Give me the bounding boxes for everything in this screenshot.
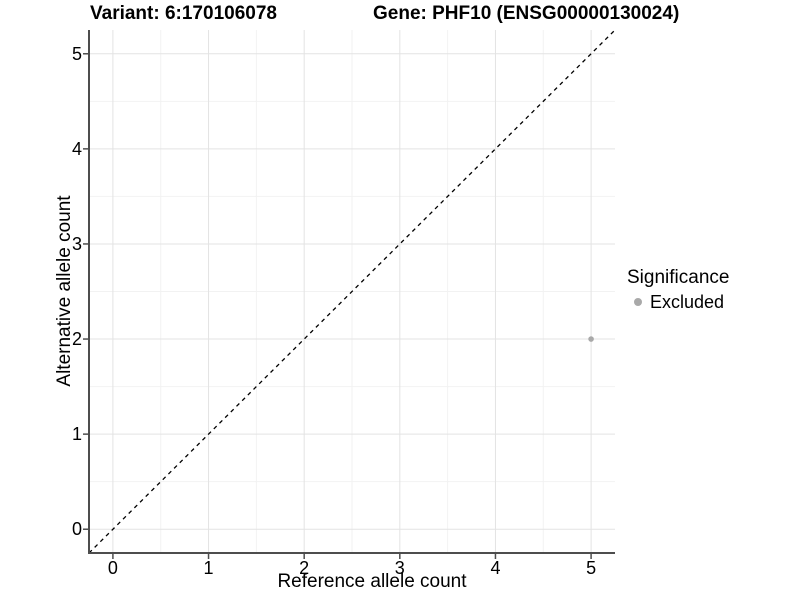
identity-dashed-line <box>88 29 616 554</box>
y-axis-title: Alternative allele count <box>54 195 75 387</box>
y-tick-label: 2 <box>71 329 82 350</box>
data-point <box>588 336 594 342</box>
x-tick-label: 2 <box>299 558 310 578</box>
x-tick-label: 3 <box>394 558 405 578</box>
legend: Significance Excluded <box>627 266 729 313</box>
y-tick-label: 0 <box>71 519 82 540</box>
x-axis-title: Reference allele count <box>277 571 467 592</box>
plot-title-gene: Gene: PHF10 (ENSG00000130024) <box>373 3 680 24</box>
y-tick-label: 1 <box>71 424 82 445</box>
legend-item-excluded: Excluded <box>627 291 729 313</box>
legend-item-label: Excluded <box>650 292 725 312</box>
x-tick-label: 5 <box>586 558 597 578</box>
x-tick-label: 0 <box>107 558 118 578</box>
x-tick-label: 1 <box>203 558 214 578</box>
y-tick-label: 4 <box>71 138 82 159</box>
legend-title: Significance <box>627 267 730 288</box>
y-tick-label: 3 <box>71 233 82 254</box>
legend-point-icon <box>634 298 642 306</box>
plot-title-variant: Variant: 6:170106078 <box>90 3 277 24</box>
x-tick-label: 4 <box>490 558 501 578</box>
y-tick-label: 5 <box>71 43 82 64</box>
